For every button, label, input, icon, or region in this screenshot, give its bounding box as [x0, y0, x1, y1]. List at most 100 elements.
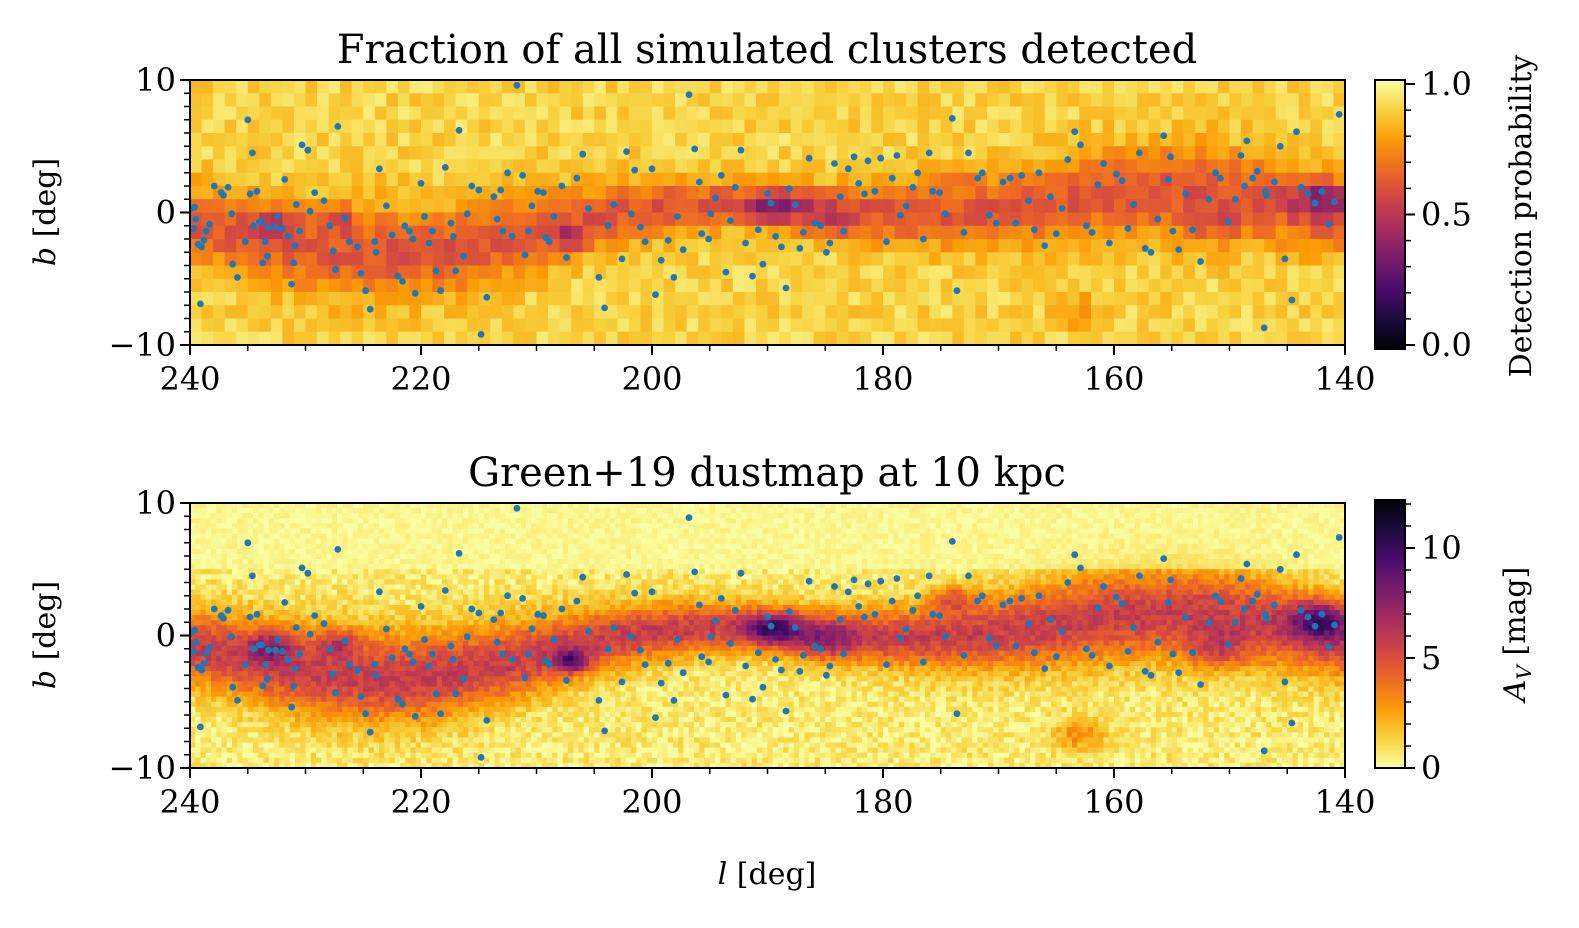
dustmap-cell — [1266, 553, 1273, 560]
heatmap-cell — [744, 318, 757, 333]
heatmap-cell — [1102, 106, 1115, 121]
dustmap-cell — [1108, 503, 1115, 509]
heatmap-cell — [836, 212, 849, 227]
cluster-point — [447, 219, 455, 227]
heatmap-cell — [236, 305, 249, 320]
dustmap-cell — [352, 538, 359, 545]
heatmap-cell — [513, 305, 526, 320]
heatmap-cell — [201, 278, 214, 293]
heatmap-cell — [1310, 146, 1323, 161]
dustmap-cell — [358, 559, 364, 565]
dustmap-cell — [1271, 533, 1278, 540]
dustmap-cell — [1292, 543, 1299, 550]
dustmap-cell — [652, 503, 658, 509]
dustmap-cell — [757, 548, 763, 555]
dustmap-cell — [699, 548, 706, 555]
heatmap-cell — [1125, 186, 1138, 200]
heatmap-cell — [213, 278, 226, 293]
heatmap-cell — [1194, 239, 1207, 253]
dustmap-cell — [683, 508, 690, 514]
dustmap-cell — [1318, 538, 1325, 545]
dustmap-cell — [405, 508, 412, 514]
heatmap-cell — [767, 212, 780, 227]
dustmap-cell — [688, 548, 695, 555]
heatmap-cell — [421, 93, 434, 108]
heatmap-cell — [1010, 80, 1023, 94]
heatmap-cell — [1067, 318, 1080, 333]
dustmap-cell — [961, 553, 968, 560]
dustmap-cell — [757, 559, 763, 565]
dustmap-cell — [888, 538, 895, 545]
dustmap-cell — [562, 553, 569, 560]
dustmap-cell — [862, 528, 868, 535]
dustmap-cell — [226, 508, 233, 514]
heatmap-cell — [305, 93, 318, 108]
dustmap-cell — [783, 523, 790, 530]
dustmap-cell — [1329, 503, 1336, 509]
dustmap-cell — [232, 559, 238, 565]
dustmap-cell — [216, 543, 223, 550]
heatmap-cell — [386, 186, 399, 200]
dustmap-cell — [846, 508, 853, 514]
dustmap-cell — [457, 513, 464, 519]
heatmap-cell — [317, 80, 330, 94]
dustmap-cell — [1282, 528, 1288, 535]
dustmap-cell — [730, 559, 737, 565]
dustmap-cell — [610, 543, 616, 550]
dustmap-cell — [1009, 543, 1015, 550]
dustmap-cell — [326, 518, 333, 524]
dustmap-cell — [478, 559, 485, 565]
dustmap-cell — [1108, 518, 1115, 524]
dustmap-cell — [1108, 538, 1115, 545]
heatmap-cell — [582, 278, 595, 293]
heatmap-cell — [952, 93, 965, 108]
heatmap-cell — [317, 292, 330, 306]
heatmap-cell — [363, 225, 376, 240]
heatmap-cell — [732, 199, 745, 214]
heatmap-cell — [478, 318, 491, 333]
dustmap-cell — [237, 503, 244, 509]
dustmap-cell — [1009, 508, 1015, 514]
heatmap-cell — [1067, 133, 1080, 147]
heatmap-cell — [998, 212, 1011, 227]
heatmap-cell — [1010, 186, 1023, 200]
dustmap-cell — [373, 548, 380, 555]
dustmap-cell — [258, 543, 265, 550]
dustmap-cell — [704, 523, 711, 530]
heatmap-cell — [1194, 146, 1207, 161]
dustmap-cell — [977, 518, 984, 524]
dustmap-cell — [505, 548, 511, 555]
dustmap-cell — [436, 543, 443, 550]
dustmap-cell — [1276, 543, 1283, 550]
heatmap-cell — [421, 146, 434, 161]
dustmap-cell — [1203, 548, 1210, 555]
heatmap-cell — [1287, 106, 1300, 121]
dustmap-cell — [1072, 528, 1078, 535]
dustmap-cell — [1318, 528, 1325, 535]
dustmap-cell — [830, 548, 837, 555]
heatmap-cell — [328, 106, 341, 121]
dustmap-cell — [431, 503, 438, 509]
dustmap-cell — [683, 559, 690, 565]
dustmap-cell — [1140, 538, 1147, 545]
heatmap-cell — [328, 172, 341, 187]
dustmap-cell — [232, 513, 238, 519]
heatmap-cell — [732, 225, 745, 240]
dustmap-cell — [862, 559, 868, 565]
dustmap-cell — [1066, 508, 1073, 514]
dustmap-cell — [237, 533, 244, 540]
heatmap-cell — [490, 278, 503, 293]
dustmap-cell — [473, 548, 480, 555]
cluster-point — [291, 242, 299, 250]
dustmap-cell — [489, 538, 496, 545]
heatmap-cell — [605, 159, 618, 174]
dustmap-cell — [930, 559, 937, 565]
heatmap-cell — [340, 159, 353, 174]
heatmap-cell — [986, 265, 1000, 280]
dustmap-cell — [851, 559, 858, 565]
dustmap-cell — [877, 513, 884, 519]
dustmap-cell — [641, 538, 648, 545]
dustmap-cell — [982, 553, 989, 560]
heatmap-cell — [421, 331, 434, 345]
dustmap-cell — [258, 508, 265, 514]
